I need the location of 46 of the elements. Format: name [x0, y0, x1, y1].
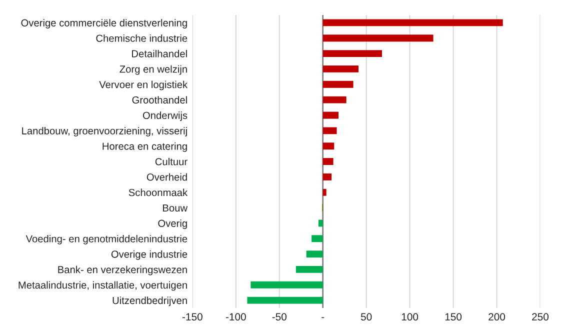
- bar: [322, 19, 503, 26]
- bar: [322, 188, 326, 196]
- y-tick-label: Metaalindustrie, installatie, voertuigen: [18, 281, 187, 291]
- bar: [322, 96, 346, 104]
- y-tick-label: Horeca en catering: [102, 142, 187, 152]
- bar: [322, 65, 359, 72]
- y-tick-label: Voeding- en genotmiddelenindustrie: [26, 234, 188, 244]
- y-tick-label: Overheid: [146, 173, 187, 181]
- x-tick-label: -150: [182, 313, 202, 321]
- bar: [322, 158, 334, 165]
- y-tick-label: Detailhandel: [132, 50, 187, 58]
- y-tick-label: Vervoer en logistiek: [99, 80, 188, 90]
- bar: [322, 50, 382, 58]
- y-tick-label: Bank- en verzekeringswezen: [58, 266, 187, 276]
- y-tick-label: Schoonmaak: [128, 188, 188, 196]
- bar: [322, 34, 434, 42]
- y-tick-label: Zorg en welzijn: [120, 65, 187, 75]
- bar: [322, 142, 334, 150]
- y-tick-label: Overige commerciële dienstverlening: [21, 19, 187, 28]
- y-tick-label: Overig: [158, 220, 187, 229]
- y-tick-label: Cultuur: [155, 158, 188, 166]
- x-tick-label: 200: [488, 313, 506, 321]
- x-tick-label: 150: [445, 313, 462, 321]
- y-tick-label: Overige industrie: [111, 250, 188, 260]
- bar: [318, 220, 323, 227]
- x-tick-label: 250: [532, 313, 549, 321]
- x-tick-label: -: [322, 317, 324, 318]
- x-tick-label: -100: [226, 313, 246, 321]
- y-tick-label: Uitzendbedrijven: [112, 296, 187, 306]
- bar: [296, 266, 323, 273]
- y-tick-label: Onderwijs: [142, 112, 188, 122]
- bar: [250, 281, 323, 288]
- bar: [312, 235, 323, 242]
- y-tick-label: Groothandel: [132, 96, 187, 104]
- x-tick-label: -50: [272, 313, 286, 321]
- x-tick-label: 100: [402, 313, 418, 321]
- bar: [322, 112, 339, 119]
- bar: [247, 296, 323, 304]
- bar: [322, 80, 354, 88]
- bar: [322, 127, 337, 134]
- bar: [306, 250, 323, 258]
- y-tick-label: Landbouw, groenvoorziening, visserij: [22, 126, 187, 136]
- bar: [322, 173, 332, 180]
- x-tick-label: 50: [360, 313, 372, 321]
- y-tick-label: Chemische industrie: [96, 34, 188, 42]
- y-tick-label: Bouw: [163, 204, 188, 212]
